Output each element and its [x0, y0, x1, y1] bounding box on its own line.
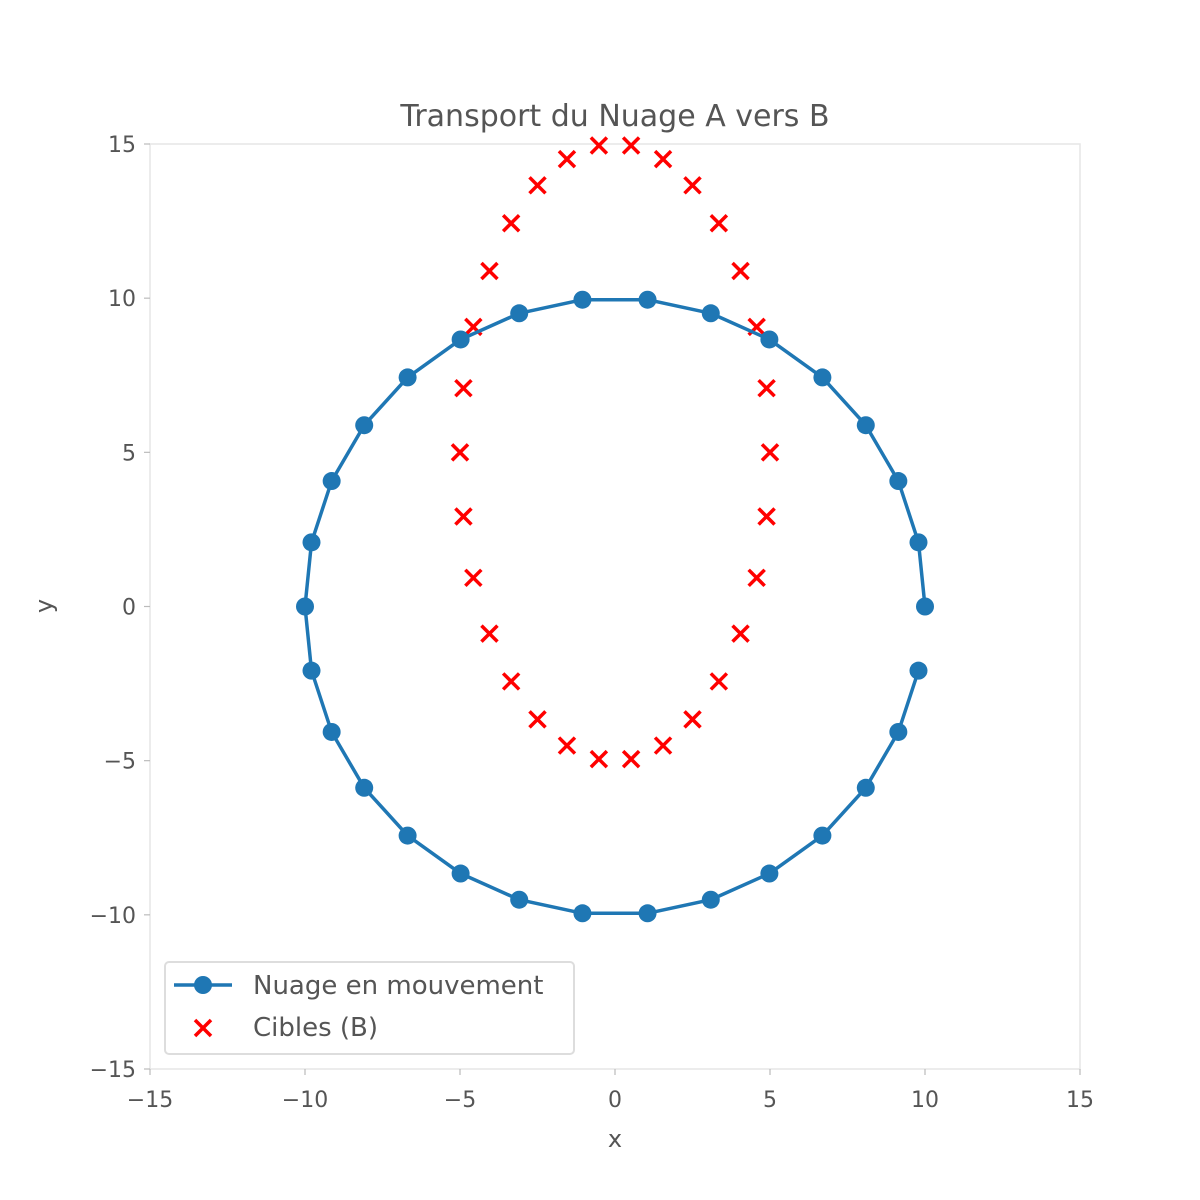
moving-cloud-point [398, 826, 417, 845]
moving-cloud-point [909, 661, 928, 680]
x-tick-label: 0 [608, 1088, 622, 1113]
target-point [528, 710, 547, 729]
moving-cloud-point [398, 368, 417, 387]
moving-cloud-point [916, 597, 934, 616]
target-point [528, 176, 547, 195]
legend-x-marker [193, 1018, 213, 1038]
moving-cloud-point [760, 330, 779, 349]
moving-cloud-point [322, 722, 341, 741]
moving-cloud-point [701, 890, 720, 909]
target-point [454, 507, 473, 526]
target-point [501, 214, 521, 233]
y-tick-label: −10 [90, 904, 136, 929]
chart-title: Transport du Nuage A vers B [399, 99, 829, 134]
target-point [480, 261, 499, 281]
target-point [683, 176, 702, 195]
target-point [557, 149, 577, 169]
moving-cloud-point [355, 416, 374, 435]
moving-cloud-point [322, 472, 341, 491]
y-tick-label: 10 [108, 287, 136, 312]
moving-cloud-point [856, 778, 875, 797]
moving-cloud-point [451, 864, 470, 883]
target-point [757, 378, 776, 398]
target-point [480, 624, 499, 643]
moving-cloud-point [296, 597, 314, 616]
target-point [621, 136, 641, 155]
x-tick-label: −10 [282, 1088, 328, 1113]
x-tick-label: −15 [127, 1088, 173, 1113]
target-point [589, 749, 609, 769]
target-point [709, 214, 729, 233]
target-point [709, 672, 729, 691]
y-tick-label: 15 [108, 133, 136, 158]
target-point [464, 568, 483, 588]
moving-cloud-line [303, 297, 927, 916]
target-point [731, 261, 750, 281]
moving-cloud-point [889, 472, 908, 491]
plot-area [149, 143, 1081, 1070]
moving-cloud-point [302, 533, 321, 552]
target-point [747, 568, 766, 588]
moving-cloud-point [638, 290, 657, 309]
target-point [683, 710, 702, 729]
x-tick-label: 10 [911, 1088, 939, 1113]
moving-cloud-point [451, 330, 470, 349]
target-point [621, 749, 641, 769]
target-point [589, 136, 609, 155]
moving-cloud-point [510, 890, 529, 909]
target-point [760, 443, 780, 462]
y-tick-label: −5 [104, 750, 136, 775]
axis-ticks: −15 −10 −5 0 5 10 15 −15 −10 −5 0 5 10 15 [90, 133, 1094, 1113]
moving-cloud-point [889, 722, 908, 741]
target-point [454, 378, 473, 398]
y-tick-label: 5 [122, 441, 136, 466]
x-axis-label: x [608, 1125, 622, 1153]
moving-cloud-point [638, 904, 657, 923]
legend-circle-marker [194, 976, 212, 994]
target-point [653, 149, 673, 169]
series-layer [296, 136, 934, 923]
target-point [757, 507, 776, 526]
x-tick-label: 15 [1066, 1088, 1094, 1113]
y-tick-label: −15 [90, 1058, 136, 1083]
legend-box [164, 961, 575, 1055]
moving-cloud-point [909, 533, 928, 552]
y-tick-label: 0 [122, 596, 136, 621]
target-point [450, 443, 470, 462]
moving-cloud-point [760, 864, 779, 883]
moving-cloud-point [856, 416, 875, 435]
target-point [501, 672, 521, 691]
target-point [731, 624, 750, 643]
x-tick-label: 5 [763, 1088, 777, 1113]
moving-cloud-point [302, 661, 321, 680]
moving-cloud-point [573, 904, 592, 923]
moving-cloud-point [701, 304, 720, 323]
moving-cloud-point [813, 368, 832, 387]
moving-cloud-point [510, 304, 529, 323]
legend-label-cibles: Cibles (B) [253, 1013, 378, 1043]
target-point [557, 736, 577, 755]
moving-cloud-point [813, 826, 832, 845]
moving-cloud-point [355, 778, 374, 797]
legend: Nuage en mouvement Cibles (B) [164, 961, 575, 1055]
legend-label-nuage: Nuage en mouvement [253, 971, 543, 1001]
x-tick-label: −5 [444, 1088, 476, 1113]
y-axis-label: y [30, 599, 58, 613]
moving-cloud-point [573, 290, 592, 309]
target-point [653, 736, 673, 755]
